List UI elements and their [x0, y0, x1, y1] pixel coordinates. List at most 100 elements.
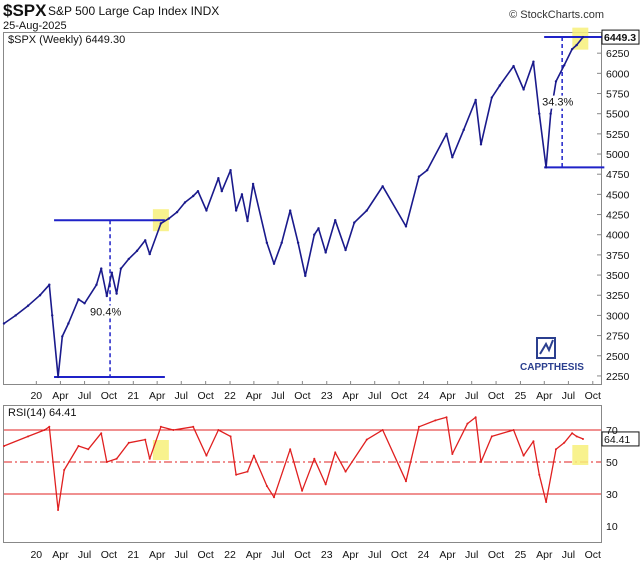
rsi-x-tick-label: Apr: [52, 549, 69, 561]
price-point: [2, 322, 6, 325]
price-point: [115, 292, 118, 295]
rsi-point: [265, 485, 268, 487]
rsi-point: [474, 416, 477, 419]
price-y-tick-label: 6250: [606, 48, 630, 60]
price-point: [522, 88, 525, 91]
price-x-tick-label: 22: [224, 390, 236, 402]
price-point: [127, 257, 131, 261]
price-y-tick-label: 5250: [606, 129, 630, 141]
price-point: [196, 189, 200, 193]
rsi-x-tick-label: Oct: [391, 549, 407, 561]
price-point: [381, 185, 384, 188]
measure-label-bg: [540, 95, 579, 109]
price-x-tick-label: 25: [515, 390, 527, 402]
rsi-point: [205, 454, 208, 457]
price-point: [549, 112, 552, 115]
rsi-x-tick-label: Jul: [78, 549, 91, 561]
price-point: [404, 225, 408, 228]
price-point: [144, 239, 147, 242]
rsi-x-tick-label: 21: [127, 549, 139, 561]
price-y-tick-label: 2750: [606, 331, 630, 343]
price-point: [100, 267, 103, 270]
rsi-point: [235, 473, 238, 476]
price-point: [240, 193, 244, 196]
price-y-tick-label: 4500: [606, 189, 630, 201]
price-y-tick-label: 5750: [606, 89, 630, 101]
price-x-tick-label: Jul: [465, 390, 478, 402]
rsi-point: [105, 461, 108, 463]
rsi-x-tick-label: Oct: [197, 549, 213, 561]
rsi-x-tick-label: 20: [30, 549, 42, 561]
rsi-x-tick-label: Jul: [175, 549, 188, 561]
stockcharts-brand: © StockCharts.com: [509, 9, 604, 21]
rsi-point: [3, 445, 5, 447]
rsi-point: [417, 425, 420, 428]
price-point: [474, 98, 477, 102]
chart-security-name: S&P 500 Large Cap Index INDX: [48, 4, 219, 18]
price-point: [304, 274, 307, 278]
rsi-x-tick-label: Apr: [246, 549, 263, 561]
rsi-point: [43, 429, 46, 431]
rsi-x-tick-label: 23: [321, 549, 333, 561]
price-x-tick-label: Jul: [271, 390, 284, 402]
price-y-tick-label: 3250: [606, 290, 630, 302]
price-point: [191, 194, 195, 198]
rsi-point: [479, 461, 482, 463]
rsi-point: [273, 496, 276, 499]
rsi-point: [344, 470, 347, 473]
rsi-point: [434, 419, 437, 422]
rsi-point: [159, 425, 162, 428]
price-point: [183, 201, 187, 204]
price-y-tick-label: 2500: [606, 351, 630, 363]
rsi-y-tick-label: 30: [606, 489, 618, 501]
rsi-point: [532, 440, 535, 443]
price-panel-frame: [3, 32, 602, 385]
rsi-x-tick-label: Oct: [294, 549, 310, 561]
rsi-x-tick-label: Apr: [439, 549, 456, 561]
price-x-tick-label: Apr: [246, 390, 263, 402]
rsi-point: [554, 448, 557, 451]
price-point: [77, 298, 80, 301]
price-x-tick-label: Jul: [175, 390, 188, 402]
price-last-value: 6449.3: [604, 32, 636, 44]
rsi-point: [490, 435, 493, 438]
price-point: [451, 156, 454, 159]
rsi-point: [365, 438, 368, 441]
price-panel-title: $SPX (Weekly) 6449.30: [8, 34, 125, 46]
rsi-series-line: [3, 416, 584, 511]
price-point: [220, 189, 224, 193]
price-point: [119, 267, 123, 270]
rsi-last-value-badge: [601, 431, 640, 447]
price-point: [167, 217, 171, 220]
price-point: [95, 283, 98, 286]
price-x-tick-label: Oct: [585, 390, 601, 402]
price-point: [110, 271, 114, 274]
price-y-tick-label: 3000: [606, 310, 630, 322]
price-x-tick-label: Apr: [342, 390, 359, 402]
price-point: [217, 177, 220, 180]
price-point: [280, 241, 283, 244]
rsi-panel-title: RSI(14) 64.41: [8, 407, 76, 419]
rsi-x-tick-label: Apr: [342, 549, 359, 561]
price-x-tick-label: Jul: [78, 390, 91, 402]
rsi-point: [545, 501, 548, 503]
rsi-last-value: 64.41: [604, 434, 630, 446]
rsi-point: [334, 451, 337, 454]
price-point: [554, 80, 558, 83]
rsi-point: [144, 438, 147, 441]
price-x-tick-label: Oct: [197, 390, 213, 402]
rsi-point: [63, 469, 66, 471]
price-point: [83, 302, 86, 305]
price-point: [562, 64, 566, 67]
exchange: INDX: [190, 4, 220, 18]
price-point: [229, 168, 232, 172]
measure-label: 34.3%: [542, 97, 573, 109]
rsi-point: [77, 445, 80, 447]
rsi-highlight-box: [152, 440, 169, 460]
price-y-tick-label: 3750: [606, 250, 630, 262]
price-x-tick-label: Oct: [391, 390, 407, 402]
price-x-tick-label: Apr: [52, 390, 69, 402]
tick-layer: 2250250027503000325035003750400042504500…: [30, 48, 629, 561]
price-point: [532, 60, 535, 63]
rsi-point: [57, 509, 60, 511]
